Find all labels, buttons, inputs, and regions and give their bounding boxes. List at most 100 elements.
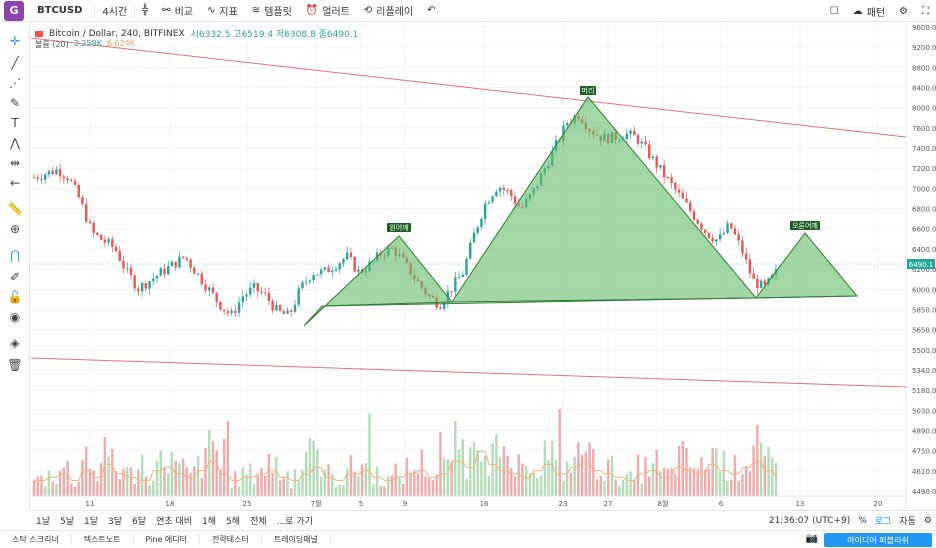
save-cloud-button[interactable]: ☁ 패턴 (846, 0, 892, 22)
candle-body (562, 125, 565, 141)
camera-icon[interactable]: 📷 (805, 533, 818, 544)
compare-button[interactable]: ⚯ 비교 (155, 0, 200, 22)
chart-type-button[interactable]: ╬ (135, 0, 155, 22)
volume-bar (730, 479, 733, 496)
fib-tool-icon[interactable]: ⋰ (9, 76, 21, 90)
volume-bar (398, 476, 401, 496)
interval-button[interactable]: 4시간 (102, 7, 128, 18)
back-arrow-icon[interactable]: ← (9, 176, 21, 190)
prediction-tool-icon[interactable]: ⇹ (9, 156, 21, 170)
tab-text-notes[interactable]: 텍스트노트 (72, 534, 134, 545)
time-tick-label: 9 (403, 500, 407, 508)
volume-label[interactable]: 볼륨 (20) (35, 40, 69, 49)
volume-bar (155, 460, 159, 496)
trash-icon[interactable]: 🗑 (7, 358, 23, 372)
fullscreen-button[interactable]: ⛶ (915, 0, 936, 22)
range-all[interactable]: 전체 (250, 517, 267, 527)
volume-bar (267, 453, 271, 496)
goto-date-button[interactable]: ...로 가기 (276, 517, 313, 527)
log-toggle[interactable]: 로그 (874, 517, 892, 527)
tab-pine-editor[interactable]: Pine 에디터 (134, 534, 201, 545)
price-axis[interactable]: 9600.0 9200.0 8800.0 8400.0 8000.0 7600.0 7400… (912, 24, 936, 496)
ruler-icon[interactable]: 📏 (7, 202, 23, 216)
volume-bar (375, 466, 379, 496)
candle-body (278, 305, 282, 311)
candle-body (99, 234, 103, 240)
candle-body (107, 239, 110, 243)
volume-bar (215, 450, 218, 496)
volume-bar (629, 471, 632, 496)
text-tool-icon[interactable]: T (11, 116, 19, 130)
lock-icon[interactable]: 🔓 (7, 290, 23, 304)
range-5d[interactable]: 5날 (60, 517, 75, 527)
tab-trading-panel[interactable]: 트레이딩패널 (262, 534, 331, 545)
price-tick-label: 7200.0 (912, 165, 936, 173)
candle-body (290, 310, 293, 312)
publish-idea-button[interactable]: 아이디어 퍼블리쉬 (824, 533, 932, 547)
head-shoulders-pattern[interactable] (303, 96, 859, 327)
eye-icon[interactable]: ◉ (9, 310, 21, 324)
candle-body (718, 234, 722, 240)
volume-bar (524, 466, 528, 496)
volume-bar (278, 480, 282, 496)
close-label: 종 (318, 30, 327, 40)
volume-bar (703, 469, 707, 496)
head-text: 머리 (582, 86, 595, 95)
range-1y[interactable]: 1해 (202, 517, 217, 527)
zoom-icon[interactable]: ⊕ (9, 222, 21, 236)
time-tick-label: 11 (86, 500, 95, 508)
volume-bar (181, 458, 185, 496)
magnet-icon[interactable]: ⋂ (10, 248, 20, 262)
candle-body (737, 234, 740, 241)
crosshair-icon[interactable]: ✛ (9, 34, 21, 48)
candle-body (196, 273, 200, 275)
replay-button[interactable]: ⟲ 리플레이 (357, 0, 420, 22)
brush-tool-icon[interactable]: ✎ (9, 96, 21, 110)
templates-button[interactable]: ≋ 템플릿 (245, 0, 299, 22)
alerts-button[interactable]: ⏰ 얼러트 (299, 0, 357, 22)
settings-button[interactable]: ⚙ (892, 0, 915, 22)
range-5y[interactable]: 5해 (226, 517, 241, 527)
range-ytd[interactable]: 연초 대비 (156, 517, 193, 527)
gear-icon[interactable]: ⚙ (923, 515, 932, 526)
price-chart[interactable]: 왼어깨 머리 오른어깨 9600.0 9200.0 8800.0 8400.0 8000… (31, 23, 936, 510)
range-1d[interactable]: 1날 (36, 517, 51, 527)
trendline-tool-icon[interactable]: ╱ (11, 56, 19, 70)
auto-toggle[interactable]: 자동 (899, 517, 916, 527)
volume-bar (733, 454, 737, 496)
percent-toggle[interactable]: % (858, 515, 867, 526)
candle-body (282, 310, 286, 314)
volume-bar (700, 457, 703, 496)
upper-trendline[interactable] (31, 37, 907, 138)
legend-title[interactable]: Bitcoin / Dollar, 240, BITFINEX (49, 28, 185, 39)
time-axis[interactable]: 11 18 25 7월 5 9 16 23 27 8월 6 13 20 (86, 499, 883, 508)
stay-drawing-icon[interactable]: ✐ (9, 270, 21, 284)
candle-body (487, 201, 491, 204)
layout-button[interactable]: ☐ (823, 0, 846, 22)
candle-body (480, 218, 483, 228)
tab-strategy-tester[interactable]: 전략테스터 (200, 534, 262, 545)
candle-body (498, 187, 502, 192)
volume-bar (293, 469, 297, 496)
volume-bar (584, 451, 588, 496)
tab-stock-screener[interactable]: 스탁 스크리너 (0, 534, 72, 545)
range-6m[interactable]: 6달 (132, 517, 147, 527)
lower-trendline[interactable] (31, 357, 907, 388)
pattern-tool-icon[interactable]: ⋀ (10, 136, 20, 150)
candle-body (703, 229, 707, 233)
indicators-button[interactable]: ∿ 지표 (200, 0, 245, 22)
app-logo[interactable]: G (4, 0, 24, 21)
layers-icon[interactable]: ◈ (10, 336, 20, 350)
volume-bar (573, 456, 576, 496)
candle-body (70, 180, 73, 182)
range-3m[interactable]: 3달 (108, 517, 123, 527)
volume-bar (506, 455, 509, 496)
range-1m[interactable]: 1달 (84, 517, 99, 527)
clock-time[interactable]: 21:36:07 (UTC+9) (768, 515, 851, 526)
candle-body (625, 133, 629, 140)
volume-bar (43, 486, 47, 496)
volume-bar (364, 462, 368, 496)
grid-lines (31, 23, 906, 496)
undo-button[interactable]: ↶ (420, 0, 442, 22)
symbol-search[interactable]: BTCUSD (37, 5, 83, 16)
